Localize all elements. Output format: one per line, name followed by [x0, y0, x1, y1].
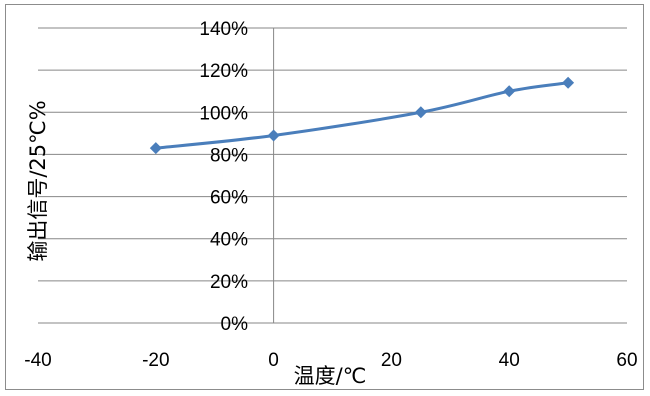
grid-lines	[38, 27, 627, 324]
y-axis-title: 输出信号/25℃%	[26, 100, 50, 261]
x-tick-label: 0	[268, 350, 279, 371]
data-point-marker	[503, 85, 516, 98]
y-tick-label: 20%	[210, 272, 248, 293]
y-tick-label: 40%	[210, 230, 248, 251]
y-tick-label: 140%	[199, 19, 248, 40]
x-axis-title: 温度/℃	[294, 364, 367, 388]
data-point-marker	[562, 76, 575, 89]
data-point-marker	[267, 129, 280, 142]
data-point-marker	[414, 106, 427, 119]
x-tick-labels: -40 -20 0 20 40 60	[24, 350, 637, 371]
y-tick-labels: 0% 20% 40% 60% 80% 100% 120% 140%	[199, 19, 248, 335]
y-tick-label: 120%	[199, 61, 248, 82]
x-tick-label: 20	[381, 350, 402, 371]
y-tick-label: 100%	[199, 103, 248, 124]
data-point-marker	[149, 142, 162, 155]
x-tick-label: -20	[142, 350, 169, 371]
series	[149, 76, 575, 155]
y-tick-label: 0%	[221, 314, 249, 335]
y-tick-label: 80%	[210, 145, 248, 166]
x-tick-label: -40	[24, 350, 51, 371]
x-tick-label: 60	[616, 350, 637, 371]
x-tick-label: 40	[499, 350, 520, 371]
series-line	[155, 81, 569, 150]
y-tick-label: 60%	[210, 188, 248, 209]
